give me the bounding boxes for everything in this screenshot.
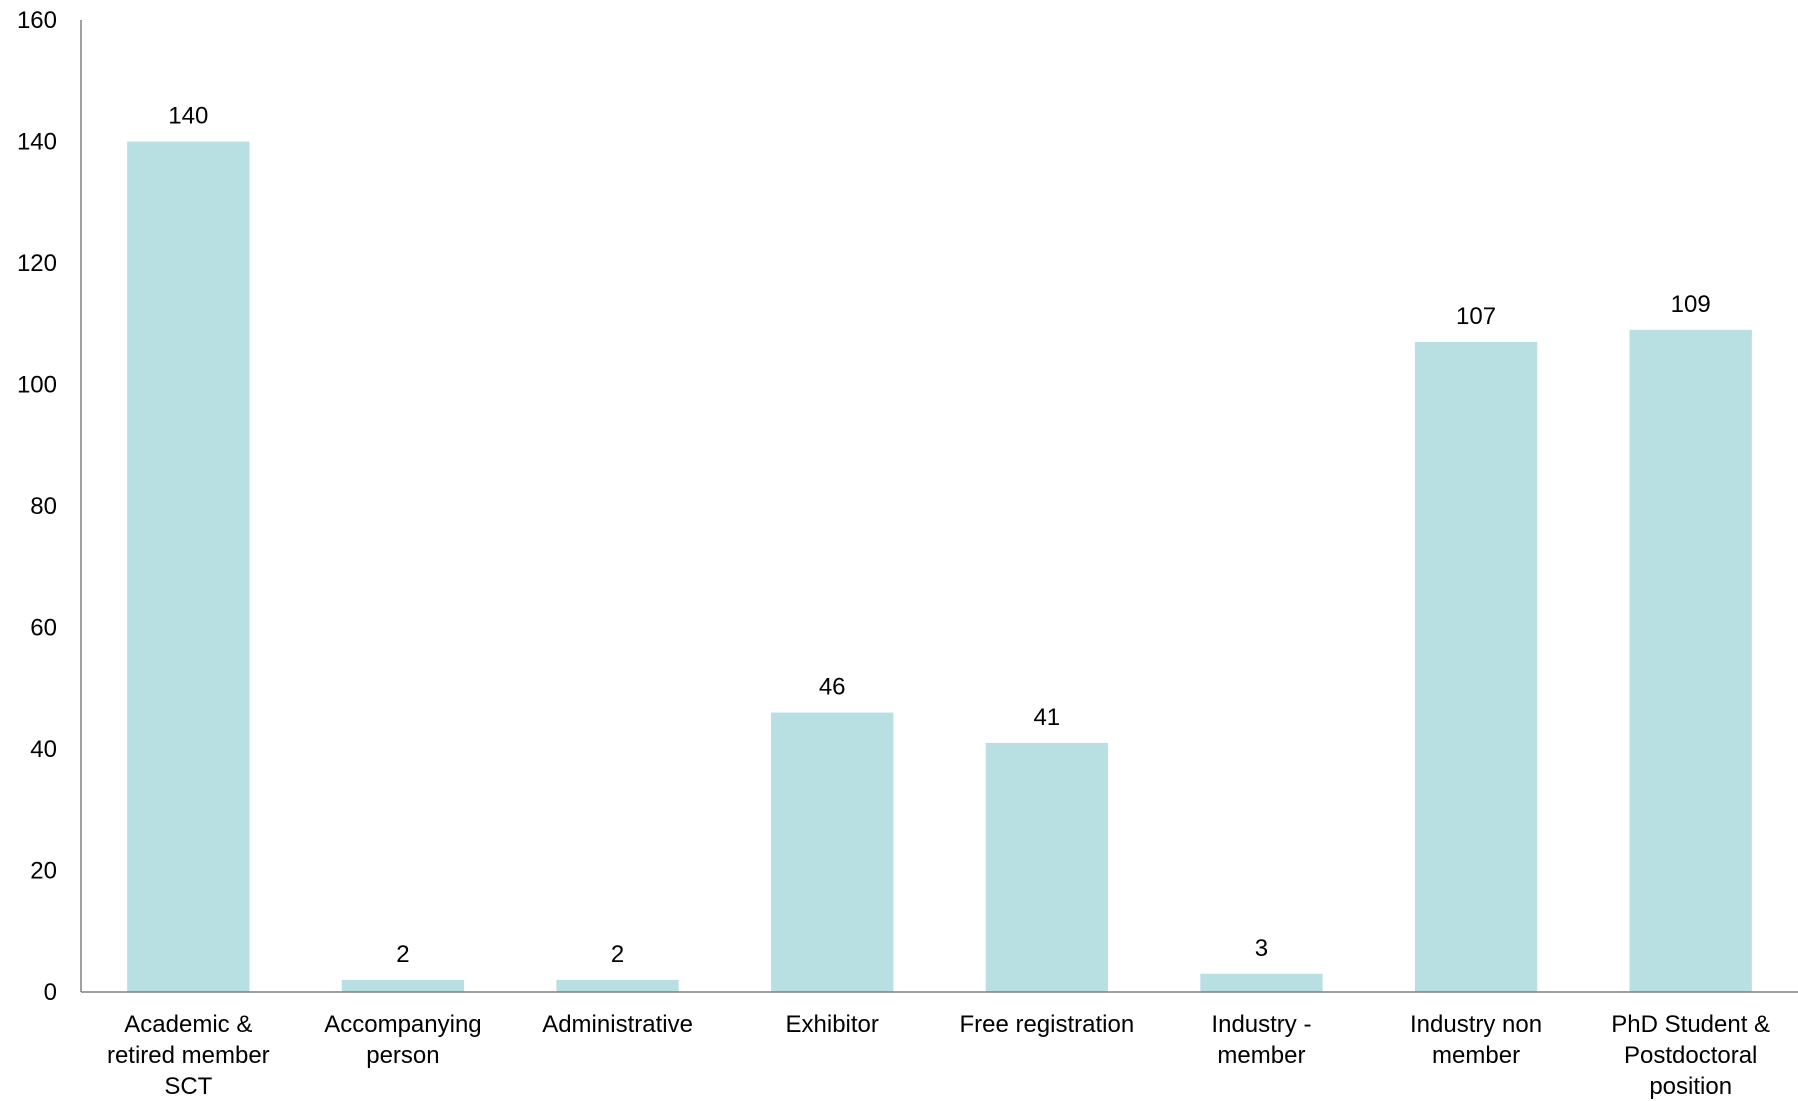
y-tick-label: 120 [17,250,57,277]
y-tick-label: 40 [30,736,57,763]
bar-value-label: 140 [168,103,208,130]
bar-value-label: 2 [611,941,624,968]
category-labels: Academic & retired member SCT Accompanying p… [107,1011,1770,1100]
bar-value-label: 107 [1456,303,1496,330]
data-labels: 140 2 2 46 41 3 107 109 [168,103,1710,968]
y-axis-ticks: 0 20 40 60 80 100 120 140 160 [17,7,57,1006]
x-tick-label: Industry -member [1211,1011,1311,1069]
y-tick-label: 0 [44,979,57,1006]
x-tick-label: Exhibitor [786,1011,879,1038]
bar-value-label: 109 [1671,291,1711,318]
x-tick-label: Free registration [959,1011,1134,1038]
bar [985,742,1108,992]
y-tick-label: 140 [17,129,57,156]
y-tick-label: 160 [17,7,57,34]
bar [127,141,250,992]
y-tick-label: 60 [30,615,57,642]
y-tick-label: 100 [17,372,57,399]
bar-value-label: 3 [1255,935,1268,962]
bar-value-label: 41 [1033,704,1060,731]
bar-value-label: 46 [819,674,846,701]
bars [127,141,1752,993]
bar [1414,341,1538,993]
bar-value-label: 2 [396,941,409,968]
x-tick-label: Industry non member [1410,1011,1542,1069]
y-tick-label: 80 [30,493,57,520]
bar [771,712,894,992]
bar [341,979,465,992]
bar [1629,329,1752,992]
y-tick-label: 20 [30,858,57,885]
x-tick-label: Academic & retired member SCT [107,1011,270,1100]
x-tick-label: Administrative [542,1011,693,1038]
bar [1200,973,1323,992]
x-tick-label: PhD Student & Postdoctoral position [1611,1011,1770,1100]
bar [556,979,679,992]
x-tick-label: Accompanying person [324,1011,481,1069]
